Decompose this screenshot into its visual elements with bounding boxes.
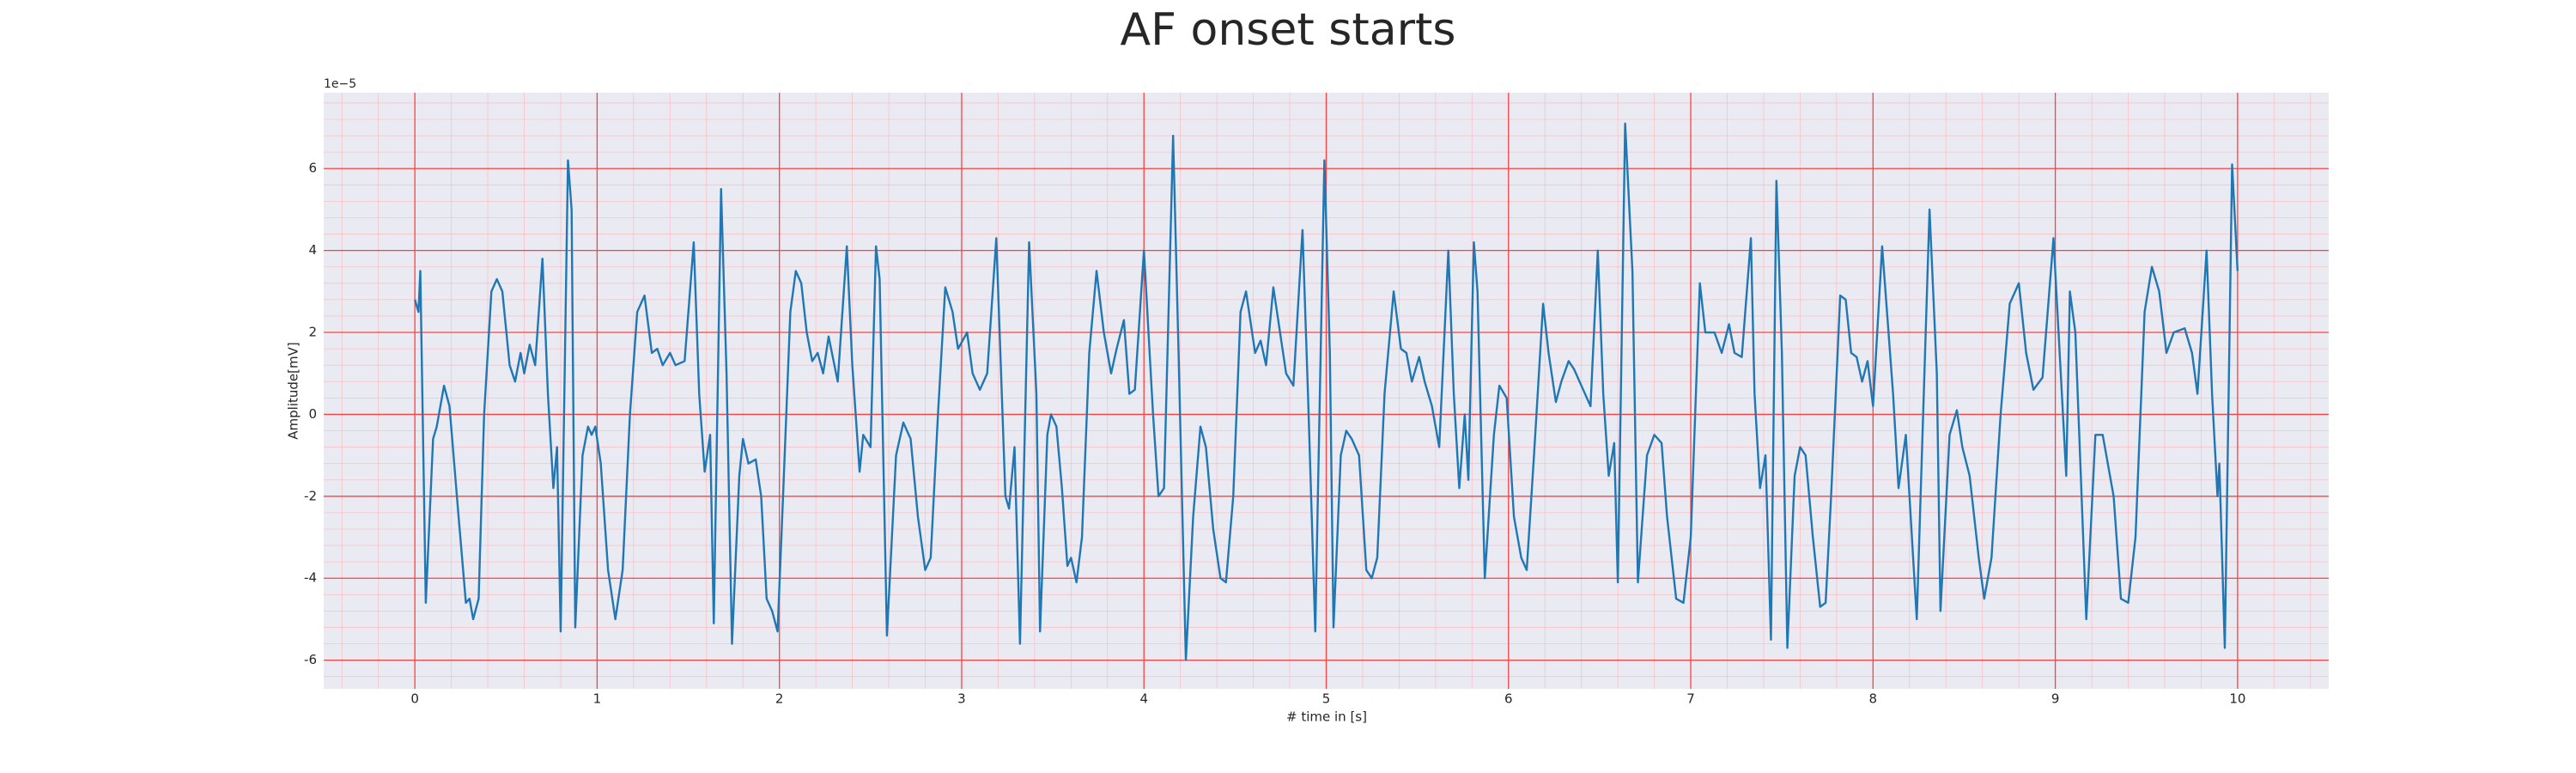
- x-tick-label: 2: [775, 691, 784, 707]
- y-offset-label: 1e−5: [324, 77, 356, 91]
- x-tick-label: 10: [2229, 691, 2245, 707]
- y-tick-label: -2: [304, 488, 317, 503]
- y-tick-label: 4: [308, 242, 317, 258]
- y-tick-label: -4: [304, 570, 317, 586]
- y-tick-label: 0: [308, 406, 317, 422]
- y-tick-label: 6: [308, 161, 317, 176]
- x-tick-label: 1: [593, 691, 602, 707]
- x-tick-label: 6: [1504, 691, 1513, 707]
- x-tick-label: 9: [2051, 691, 2060, 707]
- signal-line: [413, 122, 2239, 661]
- x-axis-label: # time in [s]: [1286, 709, 1367, 725]
- x-tick-label: 3: [957, 691, 966, 707]
- x-tick-label: 0: [410, 691, 419, 707]
- y-tick-label: 2: [308, 325, 317, 340]
- x-tick-label: 8: [1869, 691, 1878, 707]
- y-axis-label: Amplitude[mV]: [286, 342, 301, 439]
- chart-title: AF onset starts: [1121, 4, 1456, 56]
- y-tick-label: -6: [304, 652, 317, 667]
- x-tick-label: 7: [1686, 691, 1695, 707]
- x-tick-label: 5: [1322, 691, 1331, 707]
- x-tick-label: 4: [1139, 691, 1148, 707]
